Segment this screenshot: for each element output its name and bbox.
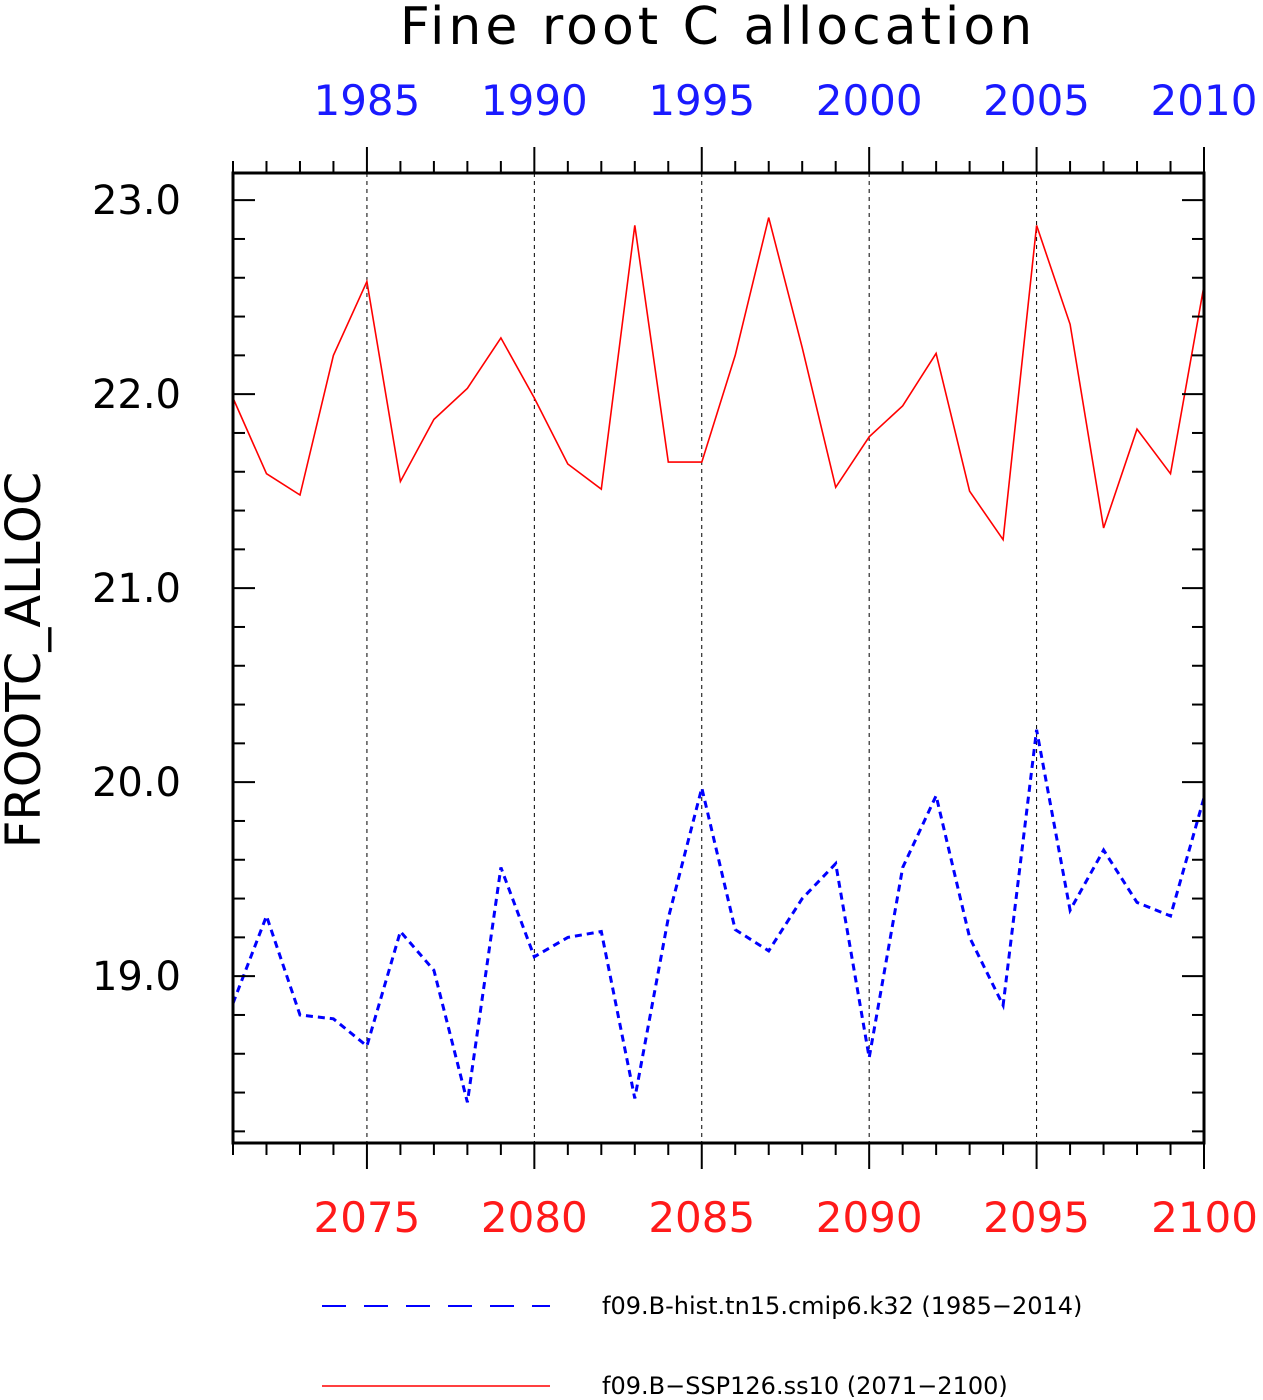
top-tick-label: 2000 bbox=[816, 76, 923, 125]
plot-frame bbox=[231, 171, 1206, 1145]
legend-label: f09.B-hist.tn15.cmip6.k32 (1985−2014) bbox=[602, 1292, 1082, 1320]
bottom-tick-label: 2080 bbox=[481, 1193, 588, 1242]
y-axis-label: FROOTC_ALLOC bbox=[0, 472, 52, 848]
y-tick-label: 20.0 bbox=[92, 760, 181, 806]
top-tick-label: 2010 bbox=[1151, 76, 1258, 125]
top-tick-label: 1985 bbox=[313, 76, 420, 125]
legend: f09.B-hist.tn15.cmip6.k32 (1985−2014) f09… bbox=[322, 1292, 1082, 1400]
legend-label: f09.B−SSP126.ss10 (2071−2100) bbox=[602, 1372, 1008, 1400]
y-tick-label: 21.0 bbox=[92, 566, 181, 612]
series-group bbox=[231, 217, 1206, 1103]
y-tick-label: 23.0 bbox=[92, 178, 181, 224]
y-tick-label: 22.0 bbox=[92, 372, 181, 418]
bottom-tick-label: 2095 bbox=[983, 1193, 1090, 1242]
top-tick-label: 1995 bbox=[648, 76, 755, 125]
series-line-hist bbox=[231, 729, 1206, 1103]
axes bbox=[231, 147, 1206, 1169]
bottom-tick-label: 2100 bbox=[1151, 1193, 1258, 1242]
bottom-tick-label: 2090 bbox=[816, 1193, 923, 1242]
bottom-tick-label: 2075 bbox=[313, 1193, 420, 1242]
y-tick-label: 19.0 bbox=[92, 954, 181, 1000]
bottom-tick-label: 2085 bbox=[648, 1193, 755, 1242]
series-line-ssp126 bbox=[232, 217, 1205, 542]
grid-lines bbox=[366, 173, 1038, 1143]
top-tick-label: 1990 bbox=[481, 76, 588, 125]
top-tick-label: 2005 bbox=[983, 76, 1090, 125]
chart-title: Fine root C allocation bbox=[400, 0, 1036, 57]
tick-labels: 19.0 20.0 21.0 22.0 23.0 1985 1990 1995 2000 2005… bbox=[92, 76, 1258, 1242]
